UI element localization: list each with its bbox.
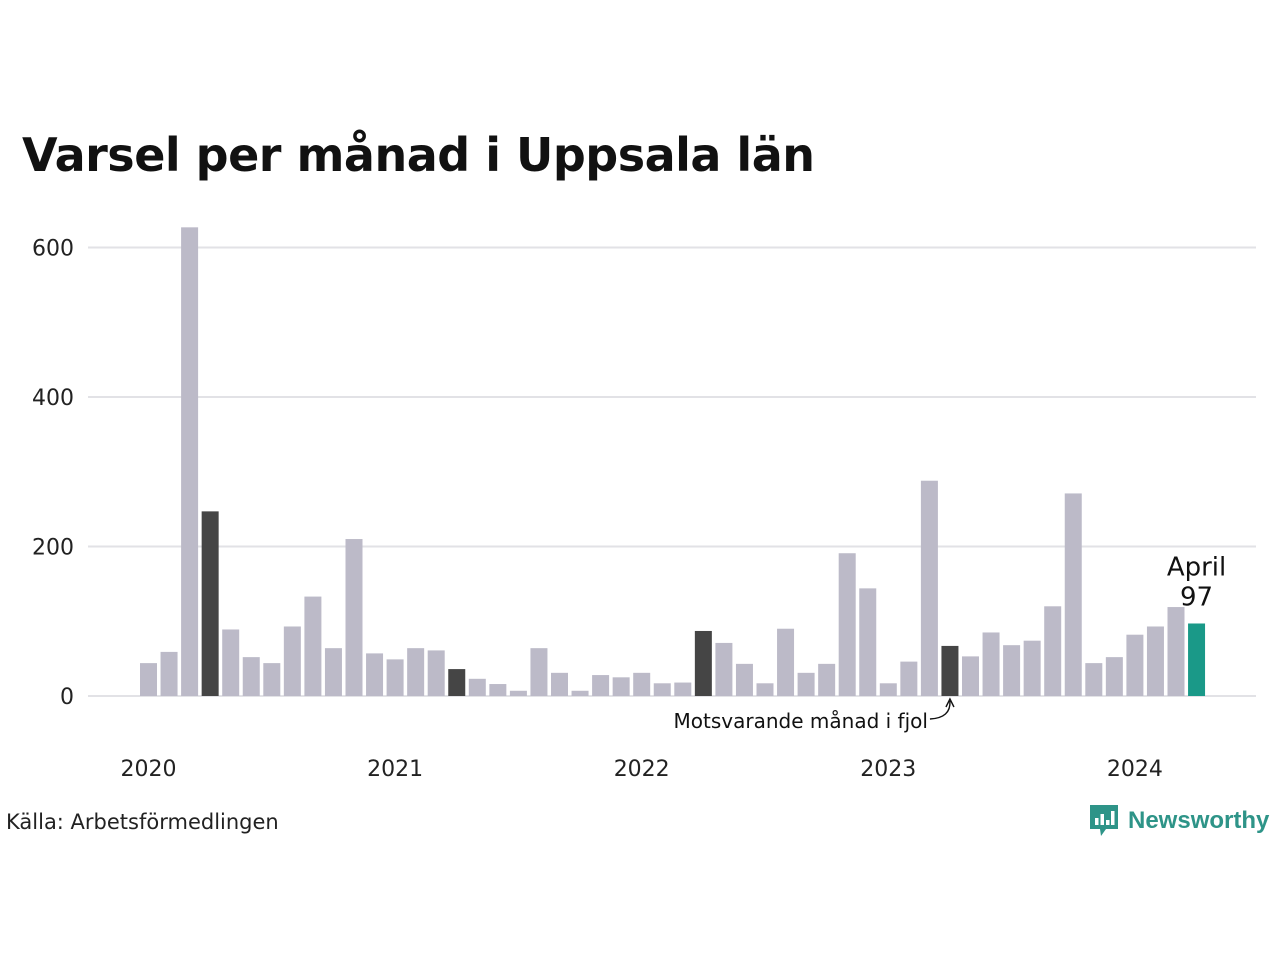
bar	[160, 651, 178, 696]
brand-name: Newsworthy	[1128, 807, 1270, 834]
bar	[797, 672, 815, 696]
bar	[468, 678, 486, 696]
bar	[818, 663, 836, 696]
bar	[263, 663, 281, 696]
bar	[509, 690, 527, 696]
bar	[920, 480, 938, 696]
bar	[1044, 606, 1062, 696]
x-tick-label: 2024	[1107, 757, 1163, 782]
bar	[222, 629, 240, 696]
bar	[653, 683, 671, 696]
y-tick-label: 200	[32, 536, 74, 561]
bar	[386, 659, 404, 696]
bar	[1188, 623, 1206, 696]
annotation-arrowhead	[945, 697, 955, 708]
bar	[735, 663, 753, 696]
bar	[941, 645, 959, 696]
y-tick-label: 400	[32, 386, 74, 411]
bar	[1105, 657, 1123, 696]
annotation-arrow	[929, 700, 951, 720]
bar	[879, 683, 897, 696]
bar	[407, 648, 425, 696]
bar	[715, 642, 733, 696]
bar	[304, 596, 322, 696]
bar	[448, 669, 466, 696]
bar	[1064, 493, 1082, 696]
x-tick-label: 2022	[614, 757, 670, 782]
bar	[345, 539, 363, 696]
bar	[489, 684, 507, 696]
bar	[694, 630, 712, 696]
bar	[427, 650, 445, 696]
bar	[140, 663, 157, 696]
bar	[1167, 607, 1185, 696]
current-month-label: April	[1167, 552, 1226, 582]
bar	[242, 657, 260, 696]
bar	[530, 648, 548, 696]
bar	[283, 626, 301, 696]
last-year-annotation: Motsvarande månad i fjol	[674, 709, 928, 733]
bar	[1023, 640, 1041, 696]
bar	[674, 682, 692, 696]
bar	[962, 656, 979, 696]
brand-logo: Newsworthy	[1088, 803, 1269, 839]
bar	[324, 648, 342, 696]
current-value-label: 97	[1180, 582, 1213, 612]
bar	[571, 690, 589, 696]
bar	[181, 227, 199, 696]
bar	[612, 677, 630, 696]
source-label: Källa: Arbetsförmedlingen	[6, 810, 279, 834]
bar	[1126, 634, 1144, 696]
bar	[838, 553, 856, 696]
bar	[859, 588, 877, 696]
bar	[366, 653, 384, 696]
bar	[201, 511, 219, 696]
x-tick-label: 2020	[121, 757, 177, 782]
x-tick-label: 2021	[367, 757, 423, 782]
y-tick-label: 0	[60, 685, 74, 710]
bar	[592, 675, 610, 696]
bar	[756, 683, 774, 696]
bar	[1003, 645, 1021, 696]
bar	[900, 661, 918, 696]
bar	[1146, 626, 1164, 696]
x-tick-label: 2023	[860, 757, 916, 782]
bar	[1085, 663, 1103, 696]
bar	[633, 672, 651, 696]
newsworthy-logo-icon	[1090, 805, 1118, 836]
bar	[551, 672, 568, 696]
bar	[777, 628, 795, 696]
bar	[982, 632, 1000, 696]
chart-title: Varsel per månad i Uppsala län	[22, 128, 815, 182]
y-tick-label: 600	[32, 237, 74, 262]
